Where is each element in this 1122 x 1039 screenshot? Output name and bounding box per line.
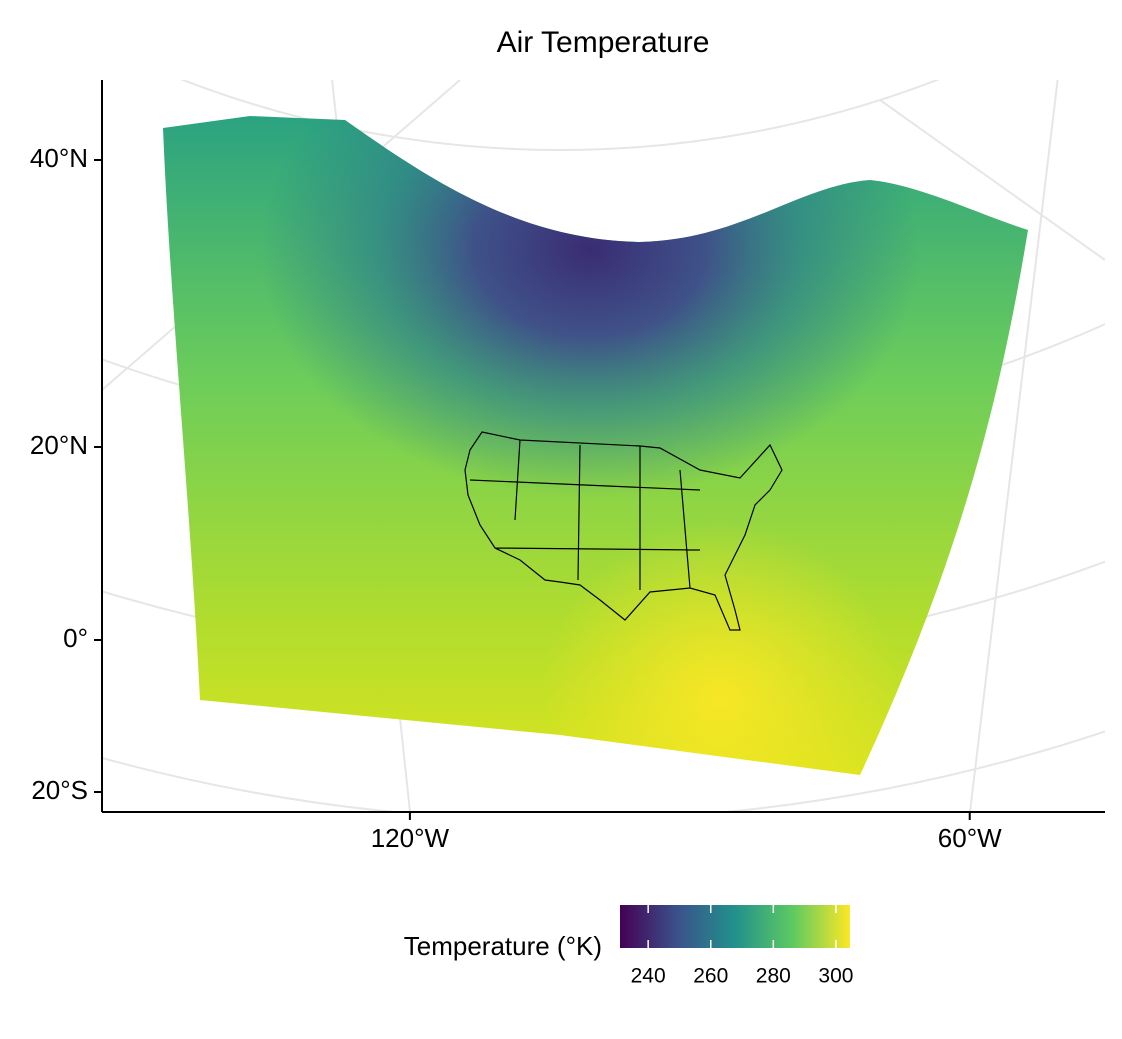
colorbar-label: 280	[756, 965, 791, 988]
colorbar	[620, 905, 850, 948]
us-outline	[464, 431, 783, 631]
y-tick-label: 20°N	[30, 430, 88, 460]
colorbar-label: 300	[818, 965, 853, 988]
legend-title: Temperature (°K)	[404, 931, 602, 961]
chart-title: Air Temperature	[497, 26, 710, 59]
x-tick-label: 120°W	[371, 823, 450, 853]
temperature-field	[163, 116, 1028, 775]
y-tick-label: 20°S	[31, 775, 88, 805]
y-tick-label: 0°	[63, 623, 88, 653]
y-tick-label: 40°N	[30, 143, 88, 173]
x-tick-label: 60°W	[938, 823, 1002, 853]
colorbar-label: 240	[631, 965, 666, 988]
colorbar-label: 260	[693, 965, 728, 988]
